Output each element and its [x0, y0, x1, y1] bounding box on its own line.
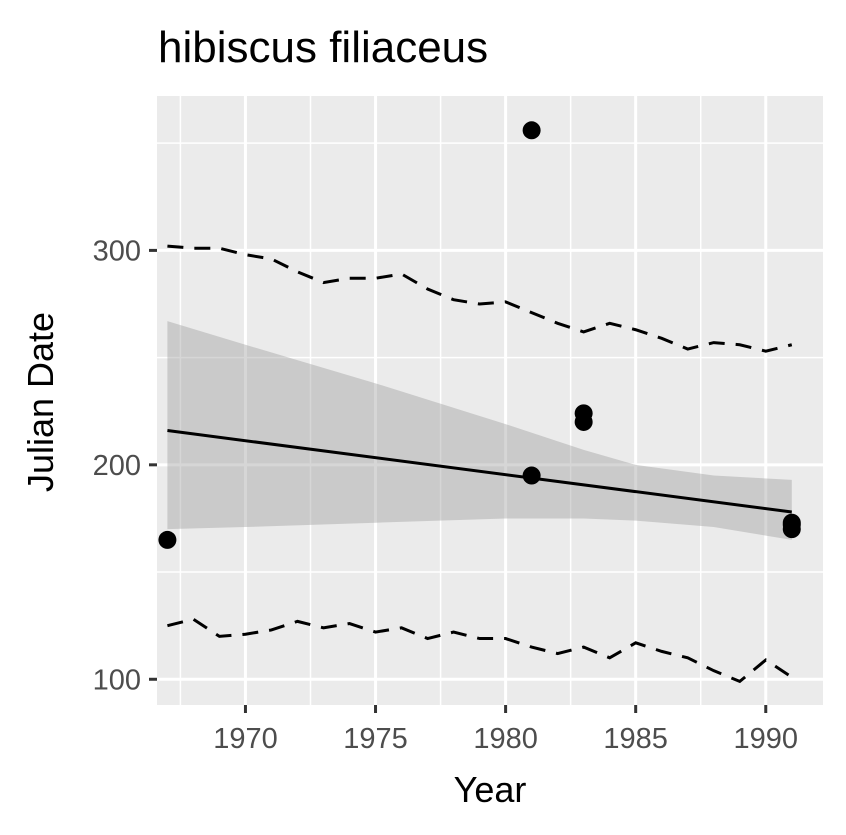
grid-minor	[157, 96, 823, 705]
y-tick-label: 200	[93, 450, 141, 482]
data-point	[158, 530, 177, 549]
data-points	[158, 121, 801, 549]
grid-major	[157, 96, 823, 705]
data-point	[522, 466, 541, 485]
x-tick-label: 1975	[343, 723, 408, 755]
x-axis-title: Year	[454, 769, 527, 810]
data-point	[782, 515, 801, 534]
plot-panel	[157, 96, 823, 705]
x-axis: 1970 1975 1980 1985 1990	[213, 705, 798, 755]
trend-line	[167, 429, 792, 514]
x-tick-label: 1980	[473, 723, 538, 755]
upper-dashed-line	[167, 244, 793, 353]
y-tick-label: 100	[93, 664, 141, 696]
y-tick-label: 300	[93, 235, 141, 267]
data-point	[522, 121, 541, 140]
y-axis-title: Julian Date	[20, 312, 61, 492]
x-tick-label: 1970	[213, 723, 278, 755]
x-tick-label: 1985	[603, 723, 668, 755]
lower-dashed-line	[167, 617, 793, 684]
x-tick-label: 1990	[734, 723, 799, 755]
chart-title: hibiscus filiaceus	[158, 23, 488, 72]
confidence-band	[167, 321, 792, 540]
y-axis: 100 200 300	[93, 235, 157, 696]
data-point	[574, 412, 593, 431]
